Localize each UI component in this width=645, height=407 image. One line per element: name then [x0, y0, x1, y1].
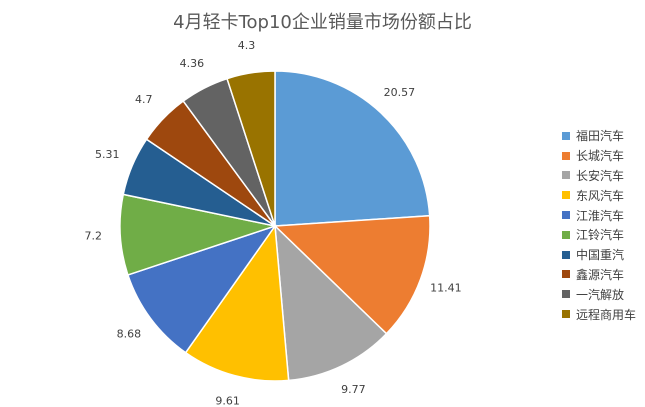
data-label: 4.7: [135, 93, 153, 106]
legend-swatch: [562, 131, 570, 140]
legend-swatch: [562, 310, 570, 319]
pie-slice: [273, 214, 431, 335]
legend-item: 江淮汽车: [562, 205, 636, 225]
legend-item: 鑫源汽车: [562, 265, 636, 285]
legend-swatch: [562, 211, 570, 220]
legend-item: 东风汽车: [562, 185, 636, 205]
legend-swatch: [562, 191, 570, 200]
legend-label: 江淮汽车: [576, 208, 625, 223]
legend-swatch: [562, 171, 570, 180]
data-label: 7.2: [85, 230, 103, 243]
legend-label: 一汽解放: [576, 287, 625, 302]
legend-label: 长城汽车: [576, 149, 625, 164]
legend-item: 江铃汽车: [562, 225, 636, 245]
pie-slice: [274, 70, 431, 227]
legend-label: 鑫源汽车: [576, 267, 625, 282]
legend-label: 远程商用车: [576, 307, 637, 322]
legend-swatch: [562, 290, 570, 299]
data-label: 20.57: [384, 86, 416, 99]
legend-label: 中国重汽: [576, 248, 625, 263]
legend-swatch: [562, 270, 570, 279]
data-label: 5.31: [95, 148, 120, 161]
pie-slice: [184, 223, 290, 382]
legend-item: 一汽解放: [562, 284, 636, 304]
data-label: 8.68: [117, 328, 142, 341]
data-label: 11.41: [430, 282, 462, 295]
data-label: 9.77: [341, 383, 366, 396]
legend-swatch: [562, 230, 570, 239]
legend-item: 长安汽车: [562, 166, 636, 186]
pie-slice: [274, 224, 388, 382]
legend-item: 中国重汽: [562, 245, 636, 265]
legend-swatch: [562, 151, 570, 160]
legend-label: 福田汽车: [576, 129, 625, 144]
pie-slice: [226, 70, 276, 227]
legend: 福田汽车长城汽车长安汽车东风汽车江淮汽车江铃汽车中国重汽鑫源汽车一汽解放远程商用…: [562, 126, 636, 324]
chart-title: 4月轻卡Top10企业销量市场份额占比: [173, 12, 472, 33]
legend-item: 长城汽车: [562, 146, 636, 166]
data-label: 4.36: [180, 57, 205, 70]
legend-item: 远程商用车: [562, 304, 636, 324]
legend-swatch: [562, 250, 570, 259]
legend-label: 长安汽车: [576, 168, 625, 183]
data-label: 4.3: [238, 39, 256, 52]
data-label: 9.61: [215, 395, 240, 407]
pie-slice: [126, 224, 277, 354]
legend-label: 东风汽车: [576, 188, 625, 203]
legend-item: 福田汽车: [562, 126, 636, 146]
legend-label: 江铃汽车: [576, 228, 625, 243]
